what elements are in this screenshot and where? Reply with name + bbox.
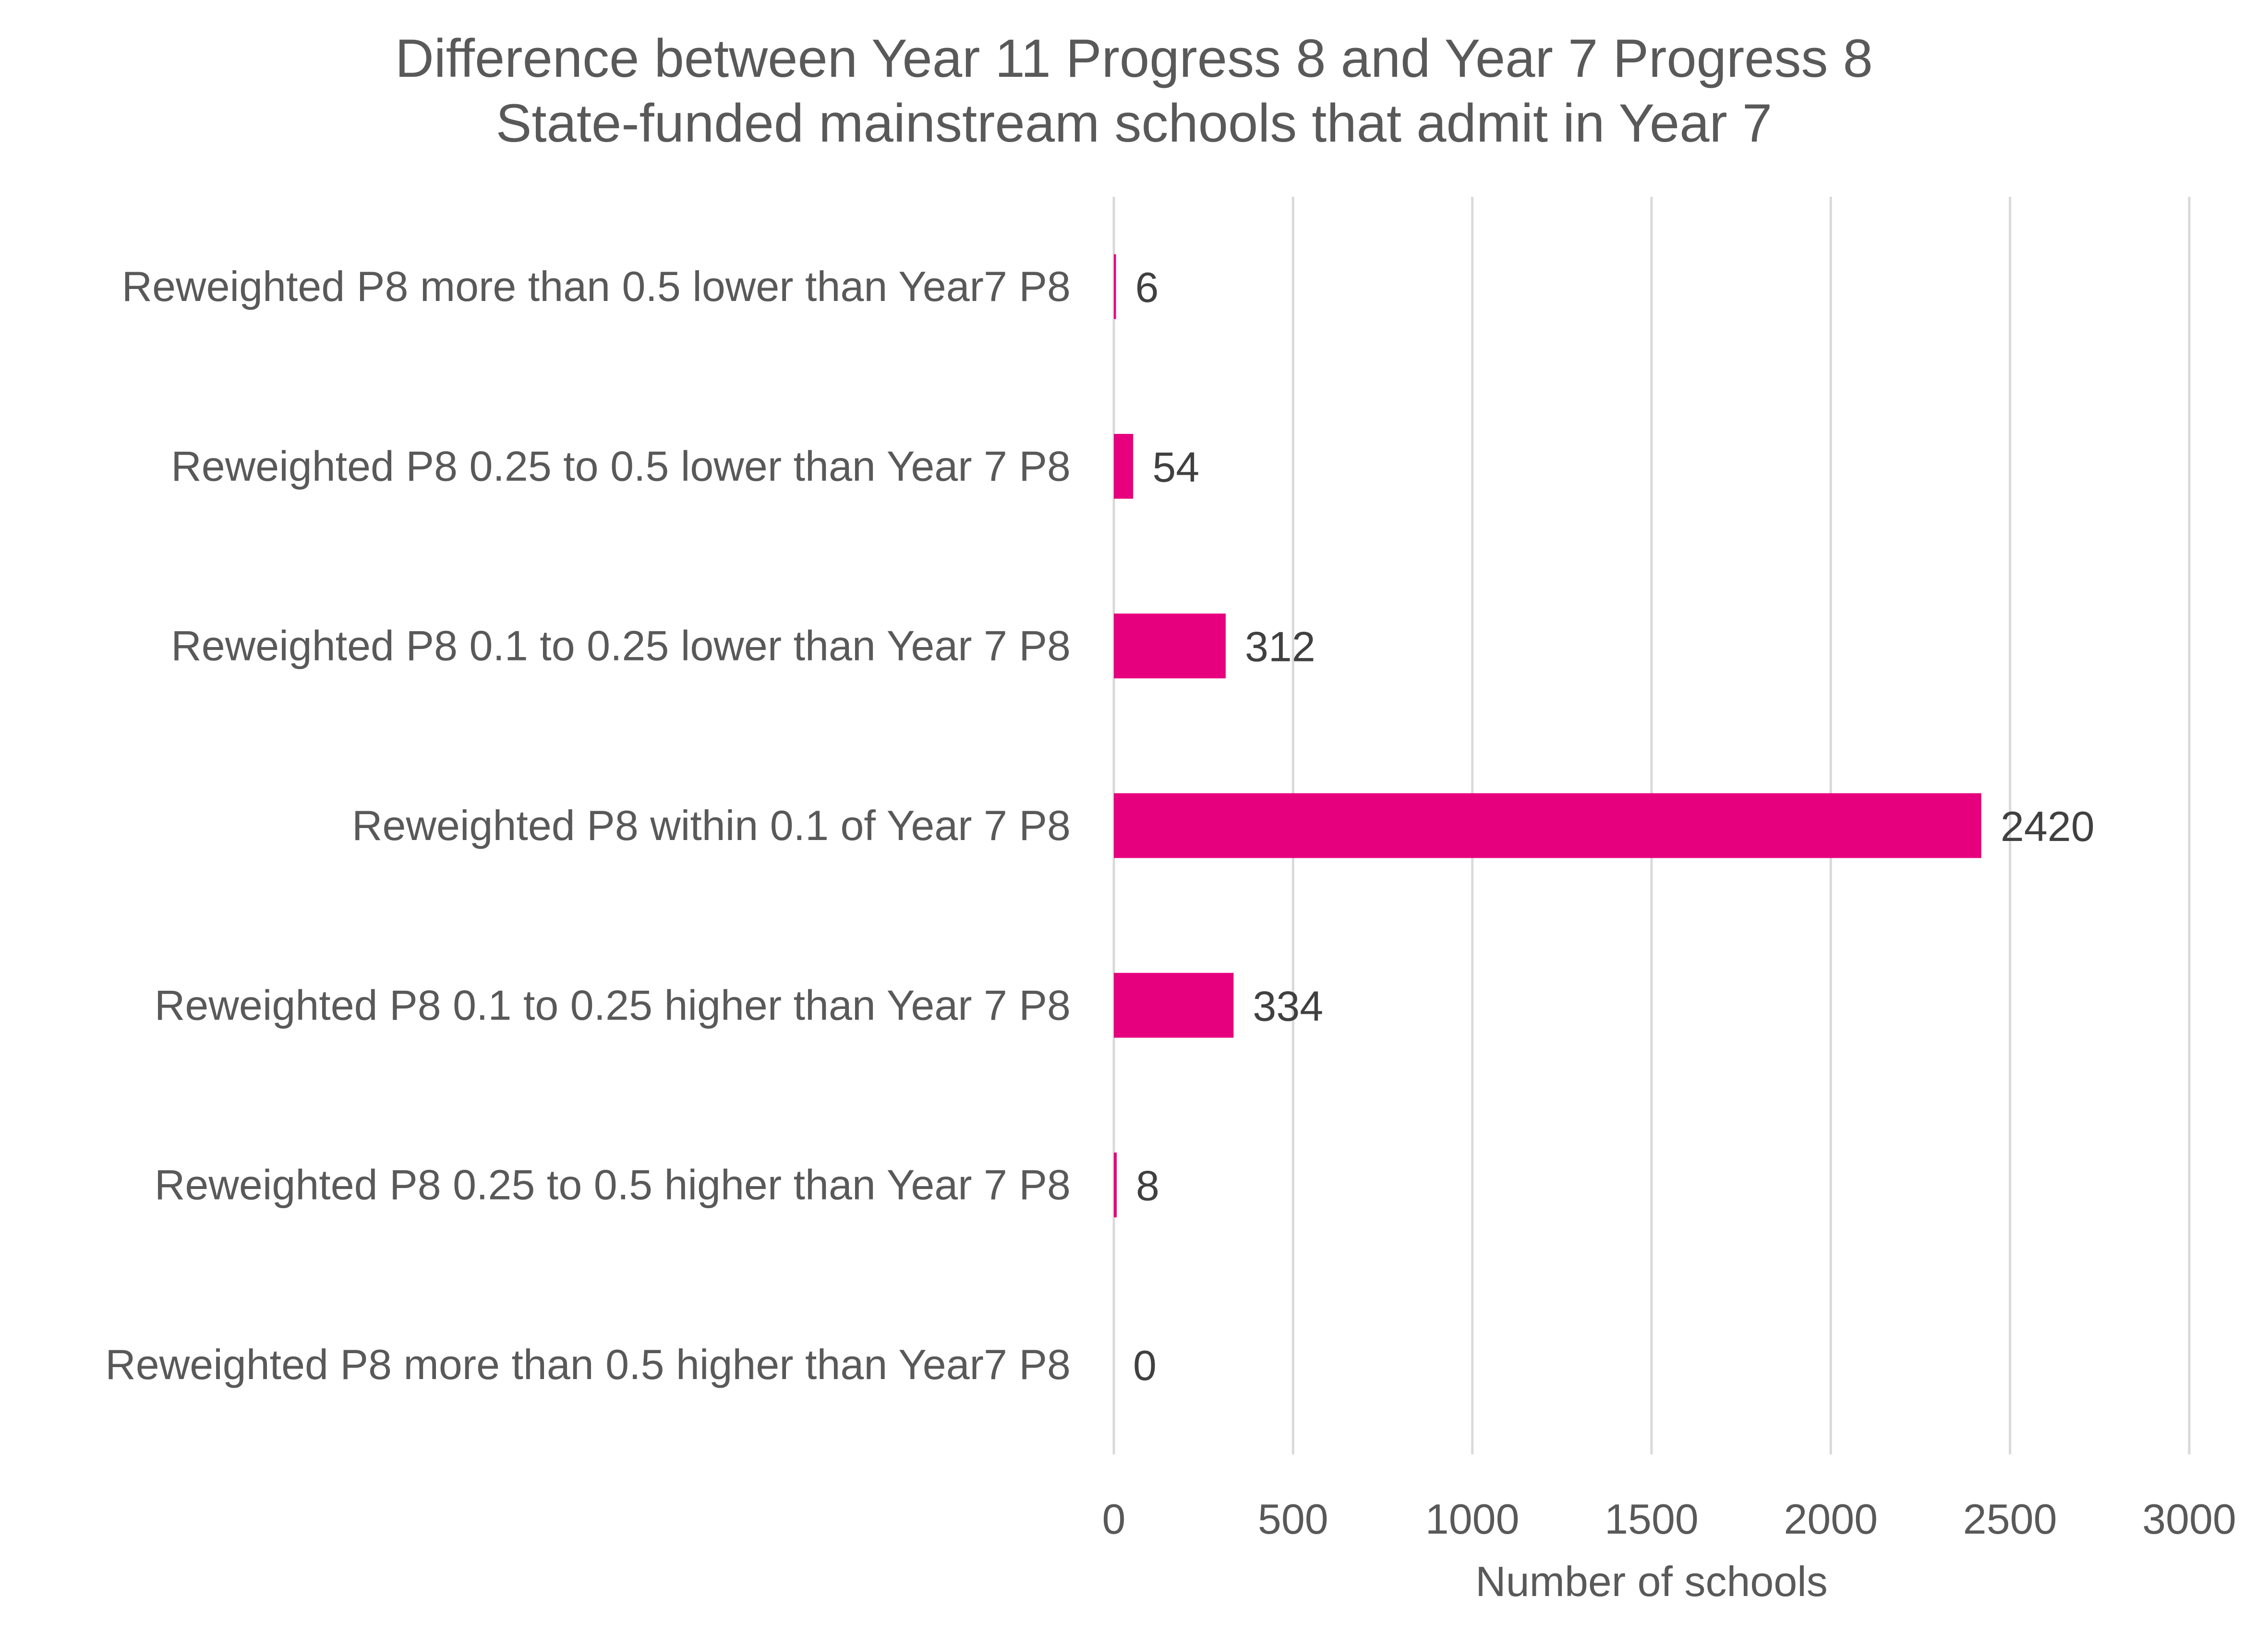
x-axis-title: Number of schools: [1475, 1558, 1828, 1605]
chart-title-line-1: Difference between Year 11 Progress 8 an…: [395, 28, 1873, 88]
data-label-1: 54: [1152, 443, 1199, 491]
x-tick-label-0: 0: [1102, 1495, 1126, 1543]
category-labels: Reweighted P8 more than 0.5 lower than Y…: [105, 263, 1071, 1388]
data-label-4: 334: [1253, 982, 1323, 1030]
bar-0: [1114, 254, 1116, 319]
category-label-6: Reweighted P8 more than 0.5 higher than …: [105, 1341, 1071, 1388]
data-label-2: 312: [1245, 623, 1315, 671]
x-tick-label-1000: 1000: [1425, 1495, 1520, 1543]
category-label-4: Reweighted P8 0.1 to 0.25 higher than Ye…: [155, 981, 1071, 1029]
bar-1: [1114, 433, 1134, 499]
category-label-0: Reweighted P8 more than 0.5 lower than Y…: [122, 263, 1071, 310]
data-label-3: 2420: [2001, 803, 2095, 850]
bar-5: [1114, 1153, 1117, 1218]
data-label-6: 0: [1133, 1342, 1157, 1389]
category-label-2: Reweighted P8 0.1 to 0.25 lower than Yea…: [171, 622, 1071, 670]
data-labels: 6 54 312 2420 334 8 0: [1133, 264, 2095, 1389]
category-label-1: Reweighted P8 0.25 to 0.5 lower than Yea…: [171, 442, 1071, 490]
x-tick-label-2000: 2000: [1784, 1495, 1878, 1543]
bar-4: [1114, 973, 1234, 1038]
x-tick-label-500: 500: [1258, 1495, 1328, 1543]
data-label-5: 8: [1136, 1162, 1159, 1210]
x-tick-label-3000: 3000: [2142, 1495, 2236, 1543]
category-label-5: Reweighted P8 0.25 to 0.5 higher than Ye…: [155, 1161, 1071, 1209]
x-axis-tick-labels: 0 500 1000 1500 2000 2500 3000: [1102, 1495, 2236, 1543]
category-label-3: Reweighted P8 within 0.1 of Year 7 P8: [352, 802, 1071, 849]
chart-title-line-2: State-funded mainstream schools that adm…: [496, 93, 1772, 153]
bar-2: [1114, 613, 1226, 679]
x-tick-label-2500: 2500: [1963, 1495, 2057, 1543]
x-tick-label-1500: 1500: [1604, 1495, 1699, 1543]
data-label-0: 6: [1135, 264, 1158, 311]
bars: [1114, 254, 1981, 1218]
bar-3: [1114, 793, 1981, 858]
chart-title: Difference between Year 11 Progress 8 an…: [395, 28, 1873, 153]
